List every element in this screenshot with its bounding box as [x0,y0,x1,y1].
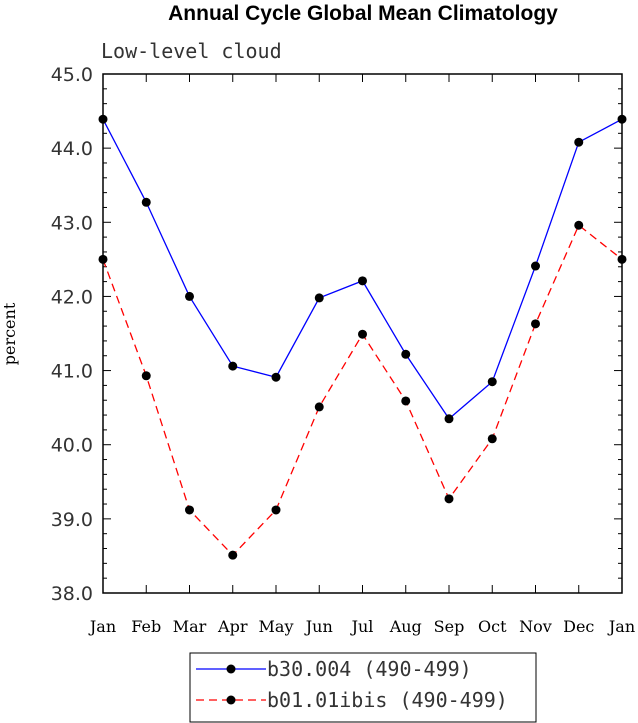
series-line-0 [102,118,623,420]
data-point [314,293,324,303]
y-tick-label: 45.0 [51,64,93,86]
data-point [141,197,151,207]
legend-box [189,652,537,723]
chart-subtitle: Low-level cloud [101,39,282,63]
data-point [617,254,627,264]
data-point [531,261,540,271]
data-point [401,396,411,406]
data-point [487,377,497,387]
x-tick-label: Dec [563,617,594,636]
data-point [228,550,238,560]
data-point [401,349,411,359]
data-point [185,505,194,515]
data-point [487,434,497,444]
x-tick-label: Mar [173,617,207,636]
x-tick-label: Oct [478,617,507,636]
data-point [141,371,151,381]
legend-label: b30.004 (490-499) [267,657,472,681]
data-point [271,372,281,382]
data-point [185,291,194,301]
x-tick-label: Jan [607,617,635,636]
data-point [271,505,281,515]
data-point [98,254,108,264]
data-point [314,402,324,412]
x-tick-label: Jul [350,617,374,636]
data-point [98,114,108,124]
x-tick-label: Nov [519,617,552,636]
legend-marker [226,695,236,705]
data-point [531,319,540,329]
x-tick-label: Aug [389,617,422,636]
y-axis-label: percent [0,302,19,365]
x-tick-label: Sep [434,617,465,636]
x-tick-label: Jun [304,617,333,636]
data-point [574,137,584,147]
legend-label: b01.01ibis (490-499) [267,688,508,712]
x-tick-label: May [259,617,294,636]
y-tick-label: 39.0 [51,509,93,531]
y-tick-label: 38.0 [51,583,93,605]
y-tick-label: 43.0 [51,212,93,234]
y-tick-label: 40.0 [51,435,93,457]
data-point [444,494,454,504]
data-point [574,220,584,230]
data-point [358,276,367,286]
data-point [228,361,238,371]
x-tick-label: Feb [131,617,161,636]
data-point [444,414,454,424]
x-tick-label: Apr [217,617,248,636]
data-point [617,114,627,124]
x-tick-label: Jan [88,617,116,636]
y-tick-label: 41.0 [51,361,93,383]
chart-title: Annual Cycle Global Mean Climatology [168,2,558,25]
legend-marker [226,664,236,674]
y-tick-label: 42.0 [51,286,93,308]
series-line-1 [102,224,623,557]
data-point [358,329,367,339]
y-tick-label: 44.0 [51,138,93,160]
